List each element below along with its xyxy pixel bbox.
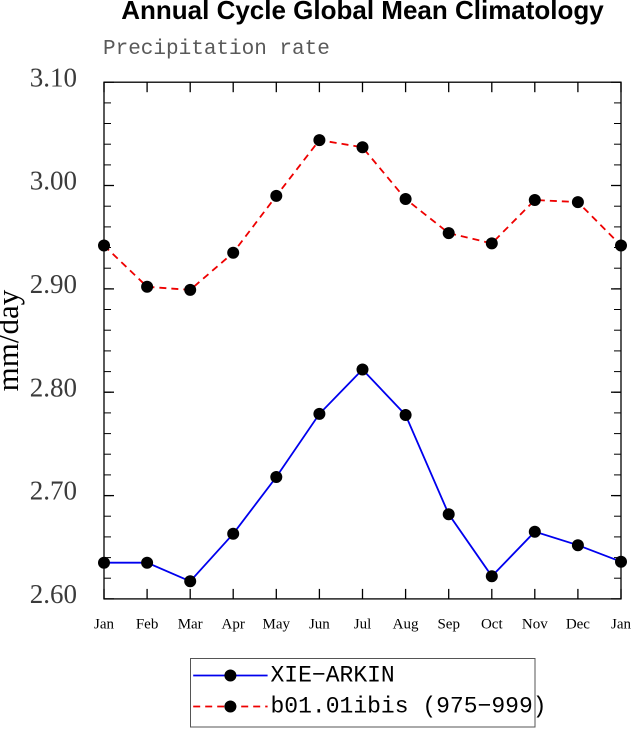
svg-text:May: May [263, 617, 291, 633]
svg-text:2.60: 2.60 [30, 579, 77, 609]
svg-text:Jul: Jul [354, 617, 372, 633]
svg-text:Feb: Feb [136, 617, 159, 633]
svg-text:2.70: 2.70 [30, 476, 77, 506]
svg-text:Jan: Jan [611, 617, 631, 633]
svg-text:Sep: Sep [437, 617, 460, 633]
svg-text:Aug: Aug [393, 617, 419, 633]
svg-text:Precipitation rate: Precipitation rate [103, 38, 330, 61]
svg-text:b01.01ibis (975−999): b01.01ibis (975−999) [271, 694, 547, 720]
svg-text:Jan: Jan [94, 617, 114, 633]
svg-text:2.80: 2.80 [30, 372, 77, 402]
svg-text:Dec: Dec [566, 617, 590, 633]
svg-text:Jun: Jun [309, 617, 330, 633]
svg-text:3.00: 3.00 [30, 166, 77, 196]
svg-text:2.90: 2.90 [30, 269, 77, 299]
svg-text:Oct: Oct [481, 617, 503, 633]
svg-text:Annual Cycle Global Mean Clima: Annual Cycle Global Mean Climatology [121, 0, 604, 25]
svg-text:mm/day: mm/day [0, 289, 25, 391]
svg-text:Mar: Mar [178, 617, 203, 633]
svg-text:XIE−ARKIN: XIE−ARKIN [271, 663, 395, 689]
svg-text:3.10: 3.10 [30, 62, 77, 92]
svg-text:Apr: Apr [222, 617, 245, 633]
svg-text:Nov: Nov [522, 617, 548, 633]
